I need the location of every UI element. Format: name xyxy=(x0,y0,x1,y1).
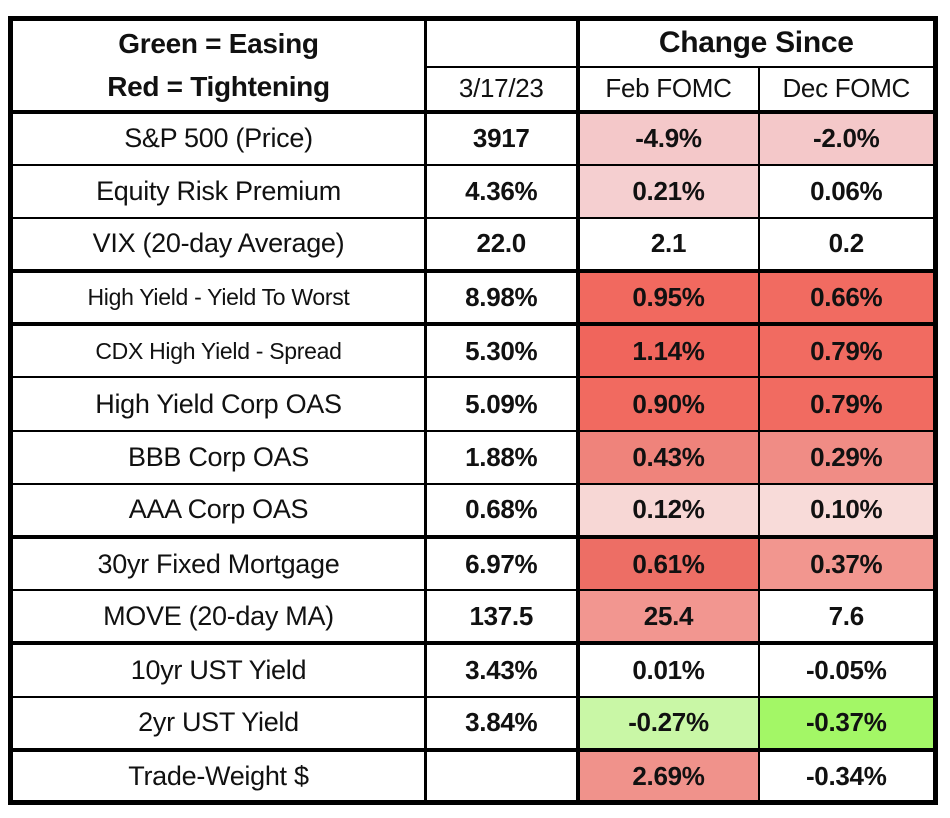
feb-change-cell: 0.12% xyxy=(576,482,760,540)
table-row-30yr-mortgage: 30yr Fixed Mortgage 6.97% 0.61% 0.37% xyxy=(9,535,937,592)
current-value-cell: 0.68% xyxy=(424,482,580,540)
current-value-cell: 4.36% xyxy=(424,163,580,219)
feb-change-cell: -0.27% xyxy=(576,695,760,752)
current-value-cell: 3.43% xyxy=(424,642,580,698)
legend-cell: Green = Easing Red = Tightening xyxy=(9,17,427,114)
dec-change-cell: 0.66% xyxy=(757,270,937,327)
table-row-move: MOVE (20-day MA) 137.5 25.4 7.6 xyxy=(9,589,937,646)
market-conditions-table: Green = Easing Red = Tightening Change S… xyxy=(8,16,938,806)
change-since-header: Change Since xyxy=(576,17,937,68)
feb-change-cell: 0.01% xyxy=(576,642,760,698)
row-label: VIX (20-day Average) xyxy=(9,216,427,274)
dec-change-cell: 0.2 xyxy=(757,216,937,274)
row-label: MOVE (20-day MA) xyxy=(9,589,427,646)
row-label: Trade-Weight $ xyxy=(9,748,427,804)
dec-change-cell: 0.37% xyxy=(757,535,937,592)
column-header-date: 3/17/23 xyxy=(424,65,580,114)
feb-change-cell: 0.21% xyxy=(576,163,760,219)
feb-change-cell: 25.4 xyxy=(576,589,760,646)
dec-change-cell: 0.79% xyxy=(757,376,937,432)
column-header-feb-fomc: Feb FOMC xyxy=(576,65,760,114)
table-row-bbb-corp-oas: BBB Corp OAS 1.88% 0.43% 0.29% xyxy=(9,429,937,485)
feb-change-cell: 0.61% xyxy=(576,535,760,592)
feb-change-cell: 0.90% xyxy=(576,376,760,432)
current-value-cell xyxy=(424,748,580,804)
legend-line-easing: Green = Easing xyxy=(118,27,319,59)
table-row-hy-yield-to-worst: High Yield - Yield To Worst 8.98% 0.95% … xyxy=(9,270,937,327)
current-value-cell: 3.84% xyxy=(424,695,580,752)
legend-line-tightening: Red = Tightening xyxy=(107,71,330,103)
table-row-hy-corp-oas: High Yield Corp OAS 5.09% 0.90% 0.79% xyxy=(9,376,937,432)
current-value-cell: 22.0 xyxy=(424,216,580,274)
dec-change-cell: -0.34% xyxy=(757,748,937,804)
table-row-vix: VIX (20-day Average) 22.0 2.1 0.2 xyxy=(9,216,937,274)
feb-change-cell: 2.1 xyxy=(576,216,760,274)
current-value-cell: 6.97% xyxy=(424,535,580,592)
column-header-dec-fomc: Dec FOMC xyxy=(757,65,937,114)
dec-change-cell: 0.10% xyxy=(757,482,937,540)
header-row-group: Green = Easing Red = Tightening Change S… xyxy=(9,17,937,114)
row-label: CDX High Yield - Spread xyxy=(9,323,427,379)
dec-change-cell: 0.06% xyxy=(757,163,937,219)
row-label: 30yr Fixed Mortgage xyxy=(9,535,427,592)
row-label: 2yr UST Yield xyxy=(9,695,427,752)
row-label: S&P 500 (Price) xyxy=(9,110,427,166)
table-row-cdx-high-yield: CDX High Yield - Spread 5.30% 1.14% 0.79… xyxy=(9,323,937,379)
row-label: High Yield Corp OAS xyxy=(9,376,427,432)
table-row-sp500: S&P 500 (Price) 3917 -4.9% -2.0% xyxy=(9,110,937,166)
table-row-equity-risk-premium: Equity Risk Premium 4.36% 0.21% 0.06% xyxy=(9,163,937,219)
feb-change-cell: 0.43% xyxy=(576,429,760,485)
dec-change-cell: 0.29% xyxy=(757,429,937,485)
row-label: Equity Risk Premium xyxy=(9,163,427,219)
table-row-2yr-ust: 2yr UST Yield 3.84% -0.27% -0.37% xyxy=(9,695,937,752)
dec-change-cell: 0.79% xyxy=(757,323,937,379)
dec-change-cell: 7.6 xyxy=(757,589,937,646)
current-value-cell: 5.30% xyxy=(424,323,580,379)
empty-header-cell xyxy=(424,17,580,68)
feb-change-cell: 2.69% xyxy=(576,748,760,804)
current-value-cell: 137.5 xyxy=(424,589,580,646)
row-label: High Yield - Yield To Worst xyxy=(9,270,427,327)
dec-change-cell: -0.05% xyxy=(757,642,937,698)
row-label: 10yr UST Yield xyxy=(9,642,427,698)
current-value-cell: 3917 xyxy=(424,110,580,166)
dec-change-cell: -2.0% xyxy=(757,110,937,166)
dec-change-cell: -0.37% xyxy=(757,695,937,752)
feb-change-cell: 1.14% xyxy=(576,323,760,379)
table-row-10yr-ust: 10yr UST Yield 3.43% 0.01% -0.05% xyxy=(9,642,937,698)
table-row-trade-weight-dollar: Trade-Weight $ 2.69% -0.34% xyxy=(9,748,937,804)
market-conditions-table-wrap: Green = Easing Red = Tightening Change S… xyxy=(8,16,938,806)
row-label: AAA Corp OAS xyxy=(9,482,427,540)
current-value-cell: 8.98% xyxy=(424,270,580,327)
row-label: BBB Corp OAS xyxy=(9,429,427,485)
feb-change-cell: -4.9% xyxy=(576,110,760,166)
header-row-columns: 3/17/23 Feb FOMC Dec FOMC xyxy=(11,65,937,114)
current-value-cell: 5.09% xyxy=(424,376,580,432)
table-row-aaa-corp-oas: AAA Corp OAS 0.68% 0.12% 0.10% xyxy=(9,482,937,540)
feb-change-cell: 0.95% xyxy=(576,270,760,327)
current-value-cell: 1.88% xyxy=(424,429,580,485)
